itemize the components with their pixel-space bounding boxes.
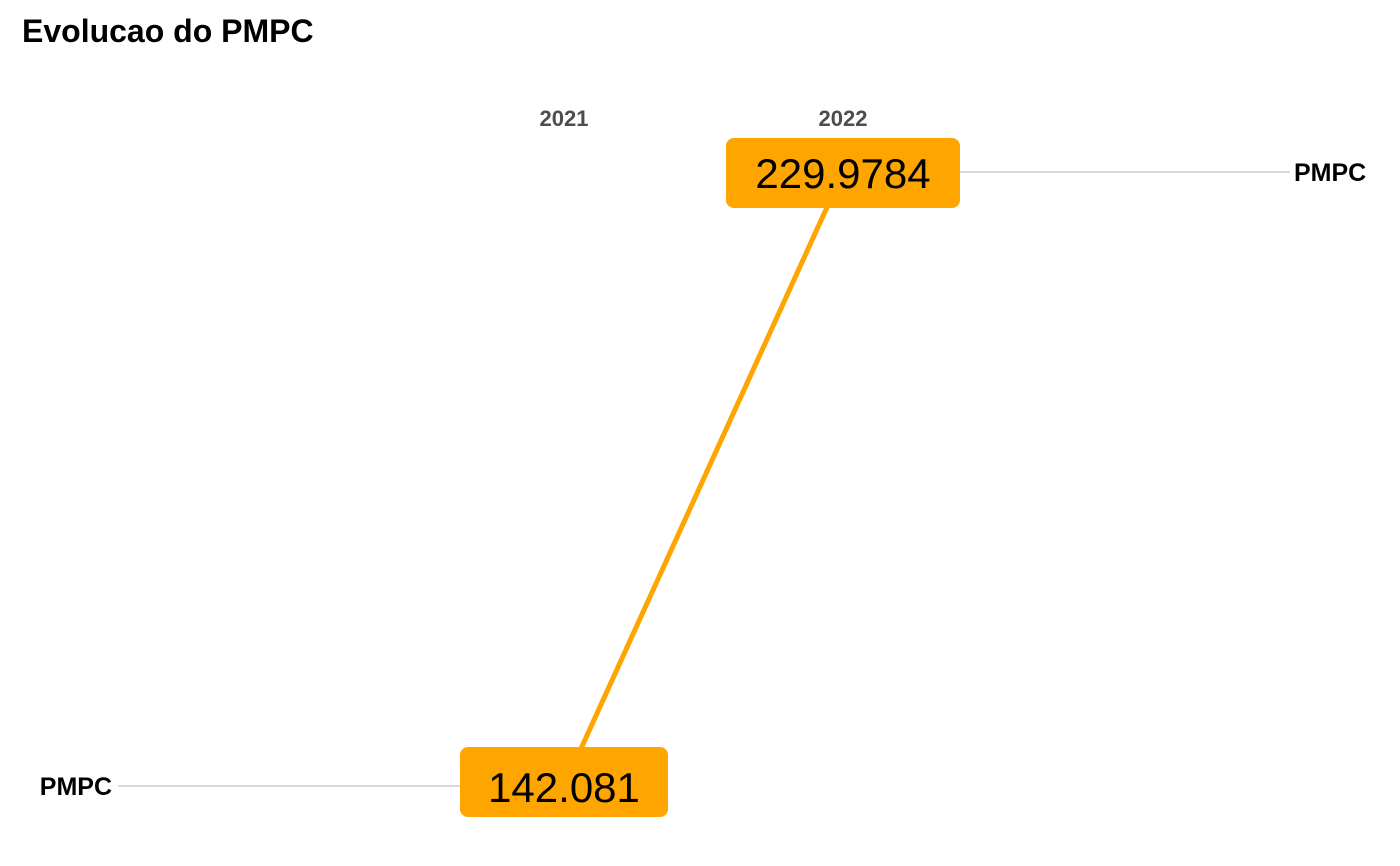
chart-title: Evolucao do PMPC — [22, 13, 314, 49]
left-series-label: PMPC — [40, 773, 112, 801]
value-box-2021 — [460, 747, 668, 817]
right-series-label: PMPC — [1294, 159, 1366, 187]
slope-line — [561, 169, 846, 789]
year-label-2022: 2022 — [819, 106, 868, 131]
value-label-2022: 229.9784 — [755, 150, 930, 197]
value-box-2022 — [726, 138, 960, 208]
value-label-2021: 142.081 — [488, 764, 640, 811]
year-label-2021: 2021 — [540, 106, 589, 131]
chart-marks: 142.081 229.9784 — [460, 138, 960, 817]
